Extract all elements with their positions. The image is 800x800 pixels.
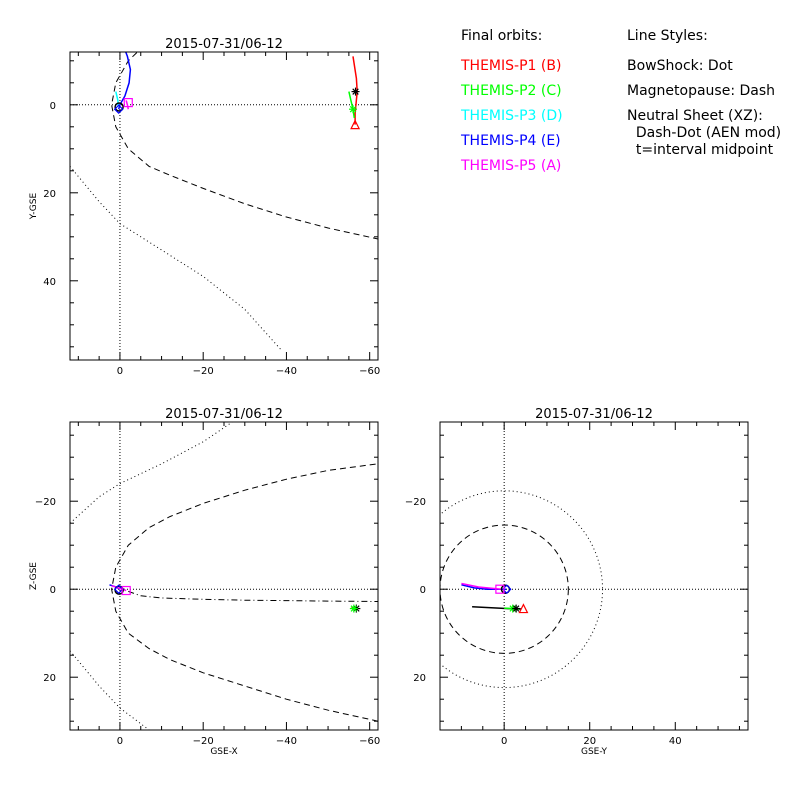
- marker-square: [123, 97, 133, 108]
- x-tick-label: −40: [276, 736, 297, 747]
- plot-frame: [69, 51, 379, 361]
- neutral-sheet-curve: [128, 590, 378, 602]
- marker-asterisk: [351, 87, 360, 96]
- y-tick-label: 20: [43, 189, 56, 200]
- marker-square: [495, 584, 505, 594]
- marker-asterisk: [349, 105, 358, 114]
- bowshock-circle: [440, 490, 604, 689]
- plot-title: 2015-07-31/06-12: [165, 37, 283, 52]
- plot-title: 2015-07-31/06-12: [165, 407, 283, 422]
- x-tick-label: 0: [117, 366, 123, 377]
- legend-style-dash-dot: Dash-Dot (AEN mod): [627, 125, 782, 141]
- x-tick-label: −60: [359, 366, 380, 377]
- plot-area: [70, 52, 378, 360]
- marker-triangle: [518, 603, 529, 614]
- bowshock-upper-curve: [70, 650, 150, 730]
- orbit-track-p5: [461, 582, 503, 590]
- marker-asterisk: [512, 604, 521, 613]
- legend-probe-p3: THEMIS-P3 (D): [461, 108, 563, 124]
- y-tick-label: −20: [405, 497, 426, 508]
- x-tick-label: 0: [501, 736, 507, 747]
- y-tick-label: 40: [43, 277, 56, 288]
- line-styles-title: Line Styles:: [627, 28, 708, 44]
- asterisk-stroke: [349, 105, 357, 113]
- marker-circle: [500, 584, 511, 594]
- marker-triangle: [350, 119, 361, 130]
- orbit-track-p3: [115, 91, 120, 107]
- x-tick-label: −20: [193, 366, 214, 377]
- marker-diamond: [113, 104, 124, 115]
- x-tick-label: −60: [359, 736, 380, 747]
- bowshock-curve: [70, 166, 283, 352]
- y-tick-label: 0: [50, 585, 56, 596]
- magnetopause-circle: [440, 524, 569, 654]
- magnetopause-curve: [111, 463, 378, 722]
- plot-area: [440, 422, 748, 730]
- x-tick-label: 0: [117, 736, 123, 747]
- final-orbits-title: Final orbits:: [461, 28, 543, 44]
- marker-square: [121, 585, 131, 596]
- plot-frame: [69, 421, 379, 731]
- legend-style-bowshock: BowShock: Dot: [627, 58, 733, 74]
- y-tick-label: 0: [50, 101, 56, 112]
- legend-probe-p4: THEMIS-P4 (E): [461, 133, 561, 149]
- plot-frame: [439, 421, 749, 731]
- orbit-track-p4: [117, 52, 132, 110]
- y-tick-label: 0: [420, 585, 426, 596]
- x-tick-label: 40: [669, 736, 682, 747]
- asterisk-stroke: [352, 88, 359, 95]
- asterisk-stroke: [512, 605, 520, 612]
- plot-title: 2015-07-31/06-12: [535, 407, 653, 422]
- legend-probe-p1: THEMIS-P1 (B): [461, 58, 562, 74]
- orbit-track-p2: [348, 91, 356, 119]
- y-axis-label: Z-GSE: [29, 562, 39, 590]
- panel-2: 0 −20 −40 −60 −20 0 20 2015-07-31/06-12 GSE-X Z-G…: [29, 407, 380, 757]
- orbit-track-p5: [125, 100, 130, 110]
- marker-circle: [114, 102, 124, 112]
- y-tick-label: 20: [413, 673, 426, 684]
- x-tick-label: −40: [276, 366, 297, 377]
- bowshock-lower-curve: [70, 422, 233, 524]
- legend-probe-p2: THEMIS-P2 (C): [461, 83, 562, 99]
- panel-1: 0 −20 −40 −60 0 20 40 2015-07-31/06-12 Y-GSE: [29, 37, 380, 377]
- x-axis-label: GSE-Y: [581, 747, 608, 757]
- plot-area: [70, 422, 378, 730]
- x-axis-label: GSE-X: [210, 747, 237, 757]
- marker-diamond: [113, 584, 124, 595]
- asterisk-stroke: [350, 605, 358, 612]
- legend-style-magnetopause: Magnetopause: Dash: [627, 83, 776, 99]
- y-axis-label: Y-GSE: [29, 193, 39, 221]
- x-tick-label: 20: [583, 736, 596, 747]
- magnetopause-curve: [111, 52, 378, 240]
- legend-probe-p5: THEMIS-P5 (A): [461, 158, 562, 174]
- legend-style-neutral-sheet: Neutral Sheet (XZ):: [627, 108, 763, 124]
- x-tick-label: −20: [193, 736, 214, 747]
- y-tick-label: −20: [35, 497, 56, 508]
- marker-asterisk: [349, 604, 358, 613]
- panel-3: 0 20 40 −20 0 20 2015-07-31/06-12 GSE-Y: [405, 407, 749, 757]
- legend-style-midpoint: t=interval midpoint: [627, 142, 774, 158]
- y-tick-label: 20: [43, 673, 56, 684]
